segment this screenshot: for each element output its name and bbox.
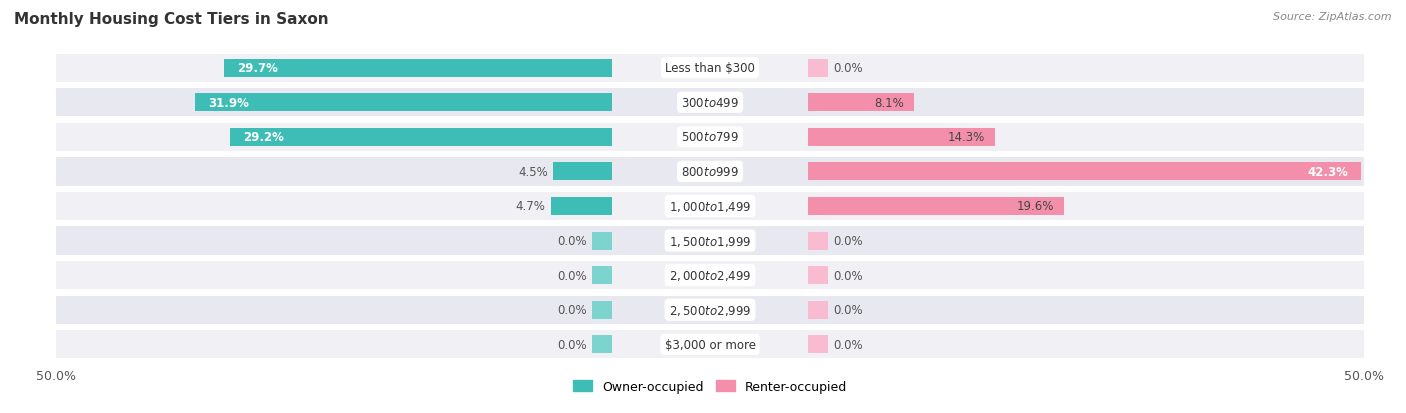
Bar (808, 232, 828, 250)
Text: 0.0%: 0.0% (832, 235, 862, 247)
Text: $2,000 to $2,499: $2,000 to $2,499 (669, 268, 751, 282)
Text: 0.0%: 0.0% (832, 338, 862, 351)
Text: 19.6%: 19.6% (1017, 200, 1054, 213)
Bar (592, 335, 612, 354)
Bar (56, 89, 1364, 117)
Text: 29.7%: 29.7% (236, 62, 277, 75)
Text: 4.5%: 4.5% (519, 166, 548, 178)
Text: 0.0%: 0.0% (832, 304, 862, 316)
Bar (553, 163, 612, 181)
Bar (224, 59, 612, 78)
Text: 0.0%: 0.0% (558, 304, 588, 316)
Text: 8.1%: 8.1% (873, 97, 904, 109)
Bar (808, 163, 1361, 181)
Text: 0.0%: 0.0% (558, 338, 588, 351)
Text: $800 to $999: $800 to $999 (681, 166, 740, 178)
Text: 42.3%: 42.3% (1308, 166, 1348, 178)
Legend: Owner-occupied, Renter-occupied: Owner-occupied, Renter-occupied (568, 375, 852, 398)
Bar (592, 266, 612, 285)
Bar (56, 261, 1364, 290)
Text: 4.7%: 4.7% (516, 200, 546, 213)
Bar (231, 128, 612, 147)
Text: Source: ZipAtlas.com: Source: ZipAtlas.com (1274, 12, 1392, 22)
Text: 14.3%: 14.3% (948, 131, 984, 144)
Text: 0.0%: 0.0% (558, 235, 588, 247)
Bar (56, 227, 1364, 255)
Text: $1,500 to $1,999: $1,500 to $1,999 (669, 234, 751, 248)
Text: $1,000 to $1,499: $1,000 to $1,499 (669, 199, 751, 214)
Text: 0.0%: 0.0% (832, 269, 862, 282)
Text: Monthly Housing Cost Tiers in Saxon: Monthly Housing Cost Tiers in Saxon (14, 12, 329, 27)
Bar (551, 197, 612, 216)
Bar (808, 266, 828, 285)
Bar (56, 330, 1364, 358)
Bar (592, 232, 612, 250)
Text: 31.9%: 31.9% (208, 97, 249, 109)
Bar (56, 123, 1364, 152)
Text: Less than $300: Less than $300 (665, 62, 755, 75)
Bar (56, 158, 1364, 186)
Text: $500 to $799: $500 to $799 (681, 131, 740, 144)
Text: 29.2%: 29.2% (243, 131, 284, 144)
Bar (195, 94, 612, 112)
Bar (808, 94, 914, 112)
Text: $2,500 to $2,999: $2,500 to $2,999 (669, 303, 751, 317)
Bar (808, 301, 828, 319)
Bar (808, 59, 828, 78)
Bar (56, 192, 1364, 221)
Bar (56, 55, 1364, 83)
Bar (592, 301, 612, 319)
Text: 0.0%: 0.0% (558, 269, 588, 282)
Bar (808, 128, 995, 147)
Bar (808, 197, 1064, 216)
Text: $300 to $499: $300 to $499 (681, 97, 740, 109)
Text: 0.0%: 0.0% (832, 62, 862, 75)
Bar (56, 296, 1364, 324)
Text: $3,000 or more: $3,000 or more (665, 338, 755, 351)
Bar (808, 335, 828, 354)
